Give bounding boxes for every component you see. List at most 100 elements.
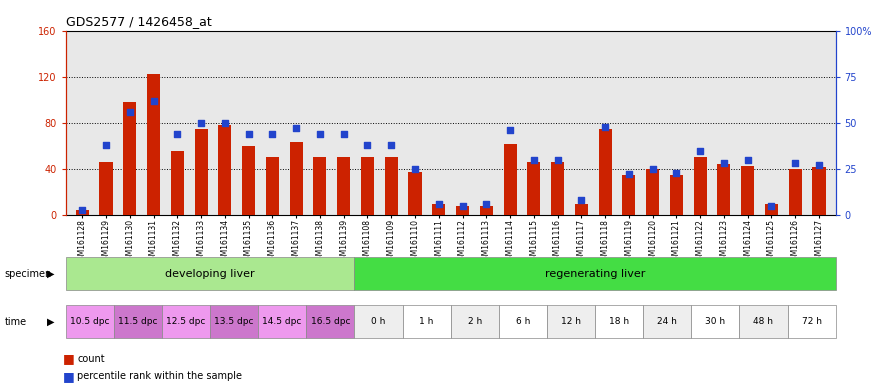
Bar (354, 257, 836, 290)
Bar (788, 169, 802, 215)
Bar (66, 305, 114, 338)
Text: regenerating liver: regenerating liver (545, 268, 645, 279)
Point (146, 98, 160, 104)
Text: 18 h: 18 h (609, 317, 629, 326)
Point (384, 142, 398, 148)
Point (550, 157, 564, 163)
Bar (290, 142, 303, 215)
Text: GDS2577 / 1426458_at: GDS2577 / 1426458_at (66, 15, 212, 28)
Text: 12.5 dpc: 12.5 dpc (166, 317, 206, 326)
Bar (402, 305, 451, 338)
Bar (765, 204, 778, 215)
Text: 1 h: 1 h (419, 317, 434, 326)
Point (693, 147, 707, 154)
Text: count: count (77, 354, 105, 364)
Point (360, 142, 374, 148)
Text: 13.5 dpc: 13.5 dpc (214, 317, 254, 326)
Point (741, 157, 755, 163)
Bar (306, 305, 354, 338)
Bar (646, 169, 659, 215)
Bar (643, 305, 691, 338)
Text: 72 h: 72 h (802, 317, 822, 326)
Point (431, 201, 445, 207)
Text: 0 h: 0 h (371, 317, 386, 326)
Point (242, 131, 256, 137)
Text: specimen: specimen (4, 268, 52, 279)
Point (717, 161, 731, 167)
Point (313, 131, 327, 137)
Bar (595, 305, 643, 338)
Bar (694, 157, 707, 215)
Bar (114, 305, 162, 338)
Text: ■: ■ (62, 353, 74, 366)
Text: ■: ■ (62, 370, 74, 383)
Text: 30 h: 30 h (705, 317, 725, 326)
Bar (503, 144, 516, 215)
Bar (598, 129, 612, 215)
Point (408, 166, 422, 172)
Text: developing liver: developing liver (165, 268, 255, 279)
Point (123, 109, 136, 115)
Bar (551, 162, 564, 215)
Point (456, 203, 470, 209)
Bar (354, 305, 402, 338)
Point (503, 127, 517, 133)
Text: 11.5 dpc: 11.5 dpc (118, 317, 158, 326)
Point (337, 131, 351, 137)
Text: time: time (4, 316, 26, 327)
Bar (76, 210, 88, 215)
Bar (360, 157, 374, 215)
Point (75, 207, 89, 213)
Bar (242, 146, 256, 215)
Text: ▶: ▶ (47, 268, 54, 279)
Point (812, 162, 826, 168)
Bar (622, 175, 635, 215)
Point (265, 131, 279, 137)
Point (218, 120, 232, 126)
Bar (162, 305, 210, 338)
Bar (547, 305, 595, 338)
Text: 16.5 dpc: 16.5 dpc (311, 317, 350, 326)
Bar (123, 102, 136, 215)
Point (669, 170, 683, 176)
Bar (66, 257, 354, 290)
Bar (337, 157, 350, 215)
Point (788, 161, 802, 167)
Bar (451, 305, 499, 338)
Bar (100, 162, 113, 215)
Bar (219, 125, 231, 215)
Text: 48 h: 48 h (753, 317, 774, 326)
Text: ▶: ▶ (47, 316, 54, 327)
Bar (480, 206, 493, 215)
Bar (670, 175, 682, 215)
Bar (210, 305, 258, 338)
Point (194, 120, 208, 126)
Bar (739, 305, 788, 338)
Bar (171, 151, 184, 215)
Text: 12 h: 12 h (561, 317, 581, 326)
Bar (313, 157, 326, 215)
Bar (528, 162, 541, 215)
Bar (432, 204, 445, 215)
Bar (741, 166, 754, 215)
Text: 2 h: 2 h (467, 317, 482, 326)
Bar (409, 172, 422, 215)
Text: 10.5 dpc: 10.5 dpc (70, 317, 109, 326)
Bar (147, 74, 160, 215)
Bar (813, 167, 825, 215)
Bar (718, 164, 731, 215)
Text: percentile rank within the sample: percentile rank within the sample (77, 371, 242, 381)
Point (171, 131, 185, 137)
Bar (788, 305, 836, 338)
Bar (385, 157, 398, 215)
Bar (575, 204, 588, 215)
Bar (266, 157, 279, 215)
Bar (194, 129, 207, 215)
Point (527, 157, 541, 163)
Point (574, 197, 588, 204)
Point (622, 171, 636, 177)
Point (480, 201, 494, 207)
Point (289, 125, 303, 131)
Bar (499, 305, 547, 338)
Point (646, 166, 660, 172)
